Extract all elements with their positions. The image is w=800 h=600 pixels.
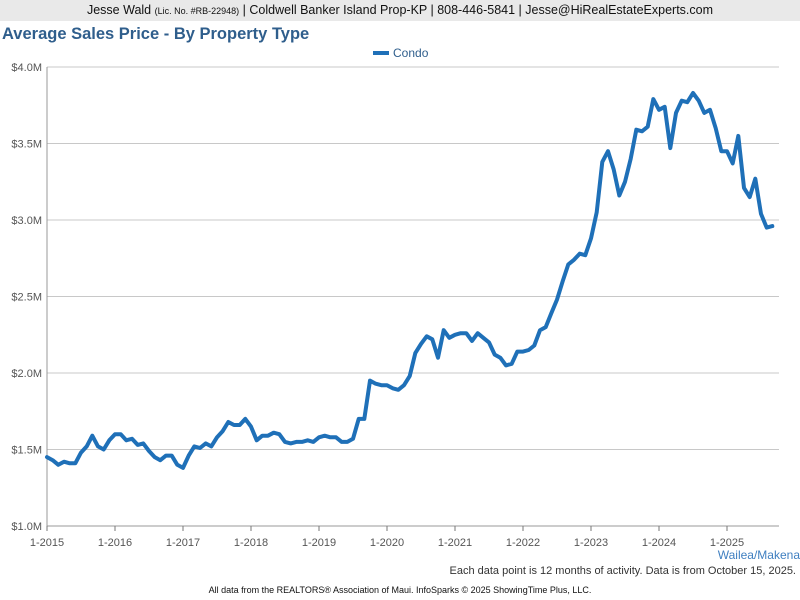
data-note: Each data point is 12 months of activity…: [449, 565, 796, 577]
chart-title: Average Sales Price - By Property Type: [2, 25, 310, 43]
agent-contact: | Coldwell Banker Island Prop-KP | 808-4…: [242, 3, 713, 17]
license-number: (Lic. No. #RB-22948): [154, 6, 240, 16]
y-tick-label: $2.0M: [11, 368, 42, 380]
y-tick-label: $2.5M: [11, 292, 42, 304]
series-line-condo: [45, 91, 775, 470]
x-tick-label: 1-2015: [30, 537, 64, 549]
region-link[interactable]: Wailea/Makena: [717, 548, 800, 562]
x-tick-label: 1-2024: [642, 537, 676, 549]
x-tick-label: 1-2019: [302, 537, 336, 549]
y-tick-label: $3.0M: [11, 215, 42, 227]
y-tick-label: $1.5M: [11, 445, 42, 457]
legend[interactable]: Condo: [373, 46, 428, 60]
x-tick-label: 1-2025: [710, 537, 744, 549]
legend-swatch: [373, 50, 389, 55]
y-tick-label: $1.0M: [11, 521, 42, 533]
agent-name: Jesse Wald: [86, 3, 152, 17]
x-tick-label: 1-2017: [166, 537, 200, 549]
footer-credit: All data from the REALTORS® Association …: [208, 585, 592, 595]
x-tick-label: 1-2022: [506, 537, 540, 549]
x-tick-label: 1-2018: [234, 537, 268, 549]
y-tick-label: $3.5M: [11, 139, 42, 151]
y-tick-label: $4.0M: [11, 62, 42, 74]
x-tick-label: 1-2021: [438, 537, 472, 549]
x-tick-label: 1-2023: [574, 537, 608, 549]
agent-header: Jesse Wald (Lic. No. #RB-22948) | Coldwe…: [0, 0, 800, 21]
x-tick-label: 1-2016: [98, 537, 132, 549]
legend-label-condo: Condo: [393, 46, 429, 60]
x-tick-label: 1-2020: [370, 537, 404, 549]
